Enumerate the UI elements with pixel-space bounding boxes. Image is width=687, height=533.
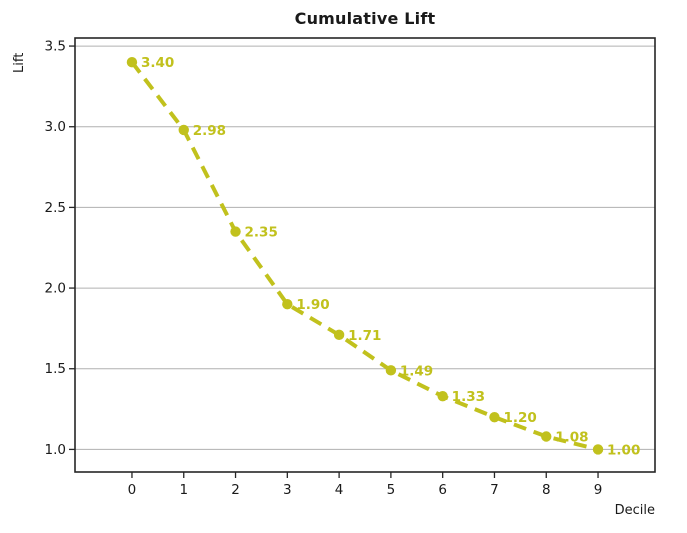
data-point-label: 1.08 <box>555 430 588 446</box>
y-tick-label: 2.5 <box>45 200 66 216</box>
data-point-label: 1.33 <box>452 389 485 405</box>
x-tick-label: 6 <box>438 482 447 498</box>
x-tick-label: 1 <box>179 482 188 498</box>
data-point-marker <box>178 124 189 136</box>
plot-border <box>74 37 656 473</box>
x-tick-label: 2 <box>231 482 240 498</box>
data-point-marker <box>437 390 448 402</box>
data-point-marker <box>385 365 397 376</box>
data-point-label: 1.90 <box>296 297 329 313</box>
data-point-marker <box>333 329 345 341</box>
y-tick-label: 3.0 <box>45 119 66 135</box>
x-axis-label: Decile <box>614 503 655 518</box>
data-point-marker <box>592 444 604 455</box>
data-point-label: 1.20 <box>503 410 536 426</box>
x-tick-label: 9 <box>594 482 603 498</box>
series-line <box>130 60 599 452</box>
x-tick-label: 4 <box>335 482 344 498</box>
x-tick-label: 3 <box>283 482 292 498</box>
x-tick-label: 0 <box>128 482 137 498</box>
data-point-label: 1.00 <box>607 442 640 458</box>
data-point-label: 3.40 <box>141 55 174 71</box>
data-point-marker <box>126 57 138 68</box>
data-point-label: 1.49 <box>400 363 433 379</box>
y-tick-label: 3.5 <box>45 39 66 55</box>
x-tick-label: 5 <box>387 482 396 498</box>
data-point-label: 2.35 <box>245 225 278 241</box>
x-tick-label: 7 <box>490 482 499 498</box>
data-point-label: 1.71 <box>348 328 381 344</box>
data-point-marker <box>282 299 293 310</box>
data-point-label: 2.98 <box>193 123 226 139</box>
data-point-marker <box>230 226 241 237</box>
x-tick-label: 8 <box>542 482 551 498</box>
data-point-marker <box>489 411 500 423</box>
y-tick-label: 2.0 <box>45 281 66 297</box>
chart-title: Cumulative Lift <box>294 9 436 28</box>
y-tick-label: 1.5 <box>45 361 66 377</box>
y-axis-label: Lift <box>12 52 27 73</box>
y-tick-label: 1.0 <box>45 442 66 458</box>
data-point-marker <box>541 431 552 442</box>
